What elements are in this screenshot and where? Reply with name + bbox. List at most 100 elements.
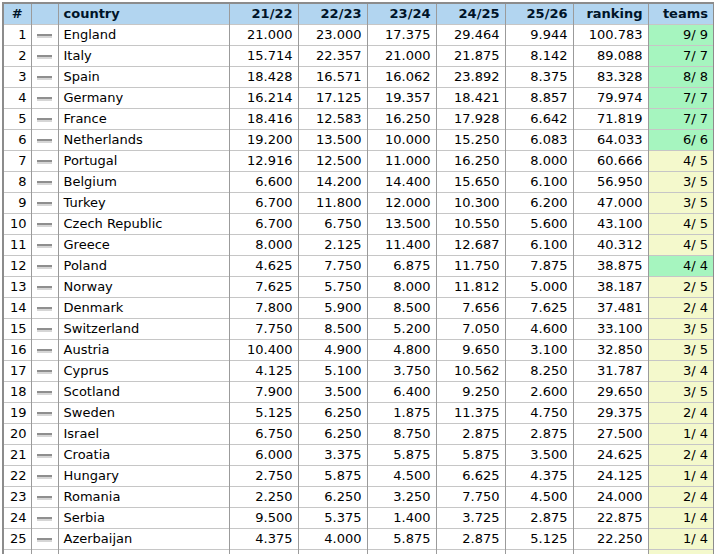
ranking-cell: 32.850 [573, 340, 648, 361]
season-value-cell: 10.300 [436, 193, 505, 214]
season-value-cell: 7.800 [229, 298, 298, 319]
country-cell [58, 550, 229, 554]
table-row: 20Israel6.7506.2508.7502.8752.87527.5001… [3, 424, 714, 445]
no-change-icon [37, 307, 52, 311]
teams-cell: 1/ 4 [648, 529, 714, 550]
season-value-cell: 6.600 [229, 172, 298, 193]
ranking-cell: 37.481 [573, 298, 648, 319]
table-row: 21Croatia6.0003.3755.8755.8753.50024.625… [3, 445, 714, 466]
teams-cell: 3/ 5 [648, 319, 714, 340]
teams-cell: 2/ 4 [648, 445, 714, 466]
season-value-cell: 3.500 [505, 445, 573, 466]
season-value-cell: 7.625 [229, 277, 298, 298]
season-value-cell: 5.125 [229, 403, 298, 424]
season-value-cell: 4.600 [505, 319, 573, 340]
season-value-cell: 9.500 [229, 508, 298, 529]
teams-cell: 2/ 5 [648, 277, 714, 298]
country-cell: Sweden [58, 403, 229, 424]
season-value-cell: 5.875 [367, 445, 436, 466]
table-row: 22Hungary2.7505.8754.5006.6254.37524.125… [3, 466, 714, 487]
season-value-cell: 3.500 [298, 382, 367, 403]
ranking-cell: 60.666 [573, 151, 648, 172]
move-cell [31, 256, 58, 277]
move-cell [31, 361, 58, 382]
season-value-cell: 16.250 [367, 109, 436, 130]
move-cell [31, 487, 58, 508]
season-value-cell: 5.375 [298, 508, 367, 529]
rank-cell [3, 550, 31, 554]
no-change-icon [37, 244, 52, 248]
teams-cell: 2/ 4 [648, 403, 714, 424]
season-value-cell: 10.400 [229, 340, 298, 361]
season-value-cell: 6.750 [298, 214, 367, 235]
rank-cell: 8 [3, 172, 31, 193]
rank-cell: 1 [3, 25, 31, 46]
move-cell [31, 172, 58, 193]
rank-cell: 7 [3, 151, 31, 172]
rank-cell: 3 [3, 67, 31, 88]
season-value-cell: 5.125 [505, 529, 573, 550]
season-value-cell: 2.875 [436, 529, 505, 550]
season-value-cell: 17.375 [367, 25, 436, 46]
season-value-cell: 5.600 [505, 214, 573, 235]
season-value-cell: 2.875 [505, 508, 573, 529]
no-change-icon [37, 349, 52, 353]
move-cell [31, 382, 58, 403]
rank-cell: 25 [3, 529, 31, 550]
country-cell: England [58, 25, 229, 46]
season-value-cell: 12.500 [298, 151, 367, 172]
season-value-cell: 11.400 [367, 235, 436, 256]
country-cell: Spain [58, 67, 229, 88]
rank-cell: 23 [3, 487, 31, 508]
ranking-cell [573, 550, 648, 554]
table-row: 4Germany16.21417.12519.35718.4218.85779.… [3, 88, 714, 109]
season-value-cell: 8.142 [505, 46, 573, 67]
teams-cell: 3/ 4 [648, 361, 714, 382]
country-cell: Norway [58, 277, 229, 298]
rank-cell: 15 [3, 319, 31, 340]
col-header-season-2324: 23/24 [367, 3, 436, 25]
move-cell [31, 424, 58, 445]
ranking-cell: 47.000 [573, 193, 648, 214]
teams-cell: 1/ 4 [648, 508, 714, 529]
ranking-cell: 56.950 [573, 172, 648, 193]
move-cell [31, 277, 58, 298]
season-value-cell: 15.714 [229, 46, 298, 67]
season-value-cell: 4.900 [298, 340, 367, 361]
season-value-cell: 5.750 [298, 277, 367, 298]
ranking-cell: 38.187 [573, 277, 648, 298]
season-value-cell: 2.600 [505, 382, 573, 403]
no-change-icon [37, 433, 52, 437]
country-cell: Switzerland [58, 319, 229, 340]
season-value-cell: 4.800 [367, 340, 436, 361]
col-header-season-2425: 24/25 [436, 3, 505, 25]
season-value-cell: 8.250 [505, 361, 573, 382]
table-row: 8Belgium6.60014.20014.40015.6506.10056.9… [3, 172, 714, 193]
country-cell: Germany [58, 88, 229, 109]
season-value-cell: 5.000 [505, 277, 573, 298]
teams-cell: 7/ 7 [648, 88, 714, 109]
no-change-icon [37, 475, 52, 479]
season-value-cell: 9.944 [505, 25, 573, 46]
teams-cell: 1/ 4 [648, 466, 714, 487]
country-cell: Poland [58, 256, 229, 277]
teams-cell: 4/ 5 [648, 235, 714, 256]
no-change-icon [37, 538, 52, 542]
season-value-cell: 17.928 [436, 109, 505, 130]
teams-cell: 6/ 6 [648, 130, 714, 151]
ranking-cell: 29.650 [573, 382, 648, 403]
country-cell: Czech Republic [58, 214, 229, 235]
season-value-cell: 12.916 [229, 151, 298, 172]
ranking-cell: 27.500 [573, 424, 648, 445]
season-value-cell: 4.375 [505, 466, 573, 487]
season-value-cell: 23.000 [298, 25, 367, 46]
move-cell [31, 466, 58, 487]
season-value-cell: 5.875 [298, 466, 367, 487]
season-value-cell: 11.800 [298, 193, 367, 214]
rank-cell: 19 [3, 403, 31, 424]
header-row: # country 21/22 22/23 23/24 24/25 25/26 … [3, 3, 714, 25]
season-value-cell: 2.750 [229, 466, 298, 487]
teams-cell [648, 550, 714, 554]
season-value-cell: 21.000 [229, 25, 298, 46]
country-cell: France [58, 109, 229, 130]
